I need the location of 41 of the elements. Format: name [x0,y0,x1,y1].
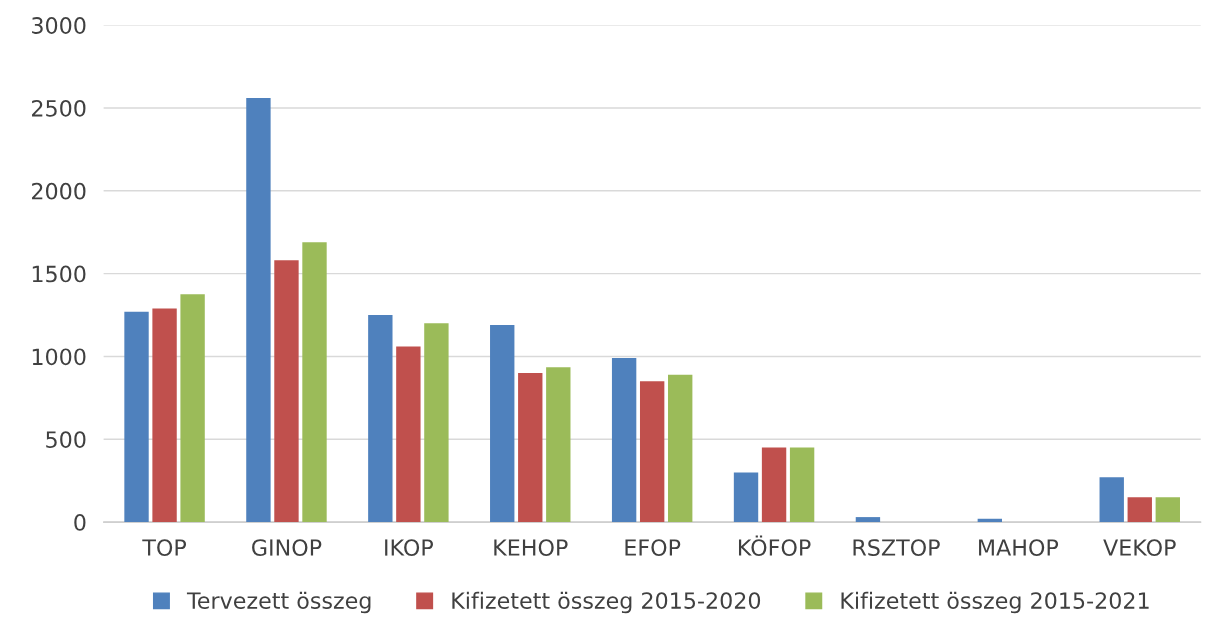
bar [611,358,637,523]
x-tick-label: MAHOP [979,539,1059,556]
x-tick-label: IKOP [385,539,433,556]
bar [274,260,299,523]
bar [733,472,759,523]
x-tick-label: TOP [142,539,187,556]
bar [180,294,205,523]
x-tick-label: KEHOP [494,539,568,556]
bar [124,311,149,523]
y-tick-label: 3000 [32,17,86,34]
bar [424,323,449,523]
x-tick-label: EFOP [625,539,681,556]
x-tick-label: KÖFOP [738,535,811,556]
y-tick-label: 500 [46,431,86,449]
y-tick-label: 2000 [32,182,86,200]
bar [302,242,327,523]
legend-label: Tervezett összeg [186,591,371,614]
x-tick-label: GINOP [252,539,322,556]
bar [789,447,815,523]
bar [152,308,177,523]
y-tick-label: 1500 [32,265,86,283]
bar [518,373,543,523]
bar [761,447,787,523]
bar [855,517,881,523]
bar [1127,497,1152,523]
x-tick-label: VEKOP [1103,539,1176,556]
bar [668,374,693,523]
x-tick-label: RSZTOP [853,539,940,556]
y-tick-label: 0 [74,514,86,531]
bar [1155,497,1180,523]
bar [546,367,571,523]
bar [490,324,515,523]
bar [639,381,665,523]
bar [1099,477,1124,523]
y-tick-label: 1000 [32,348,86,366]
bar [396,346,421,523]
legend-label: Kifizetett összeg 2015-2021 [841,591,1149,614]
bar [246,98,271,523]
y-tick-label: 2500 [32,99,86,117]
legend-label: Kifizetett összeg 2015-2020 [452,591,761,614]
bar [368,315,393,523]
